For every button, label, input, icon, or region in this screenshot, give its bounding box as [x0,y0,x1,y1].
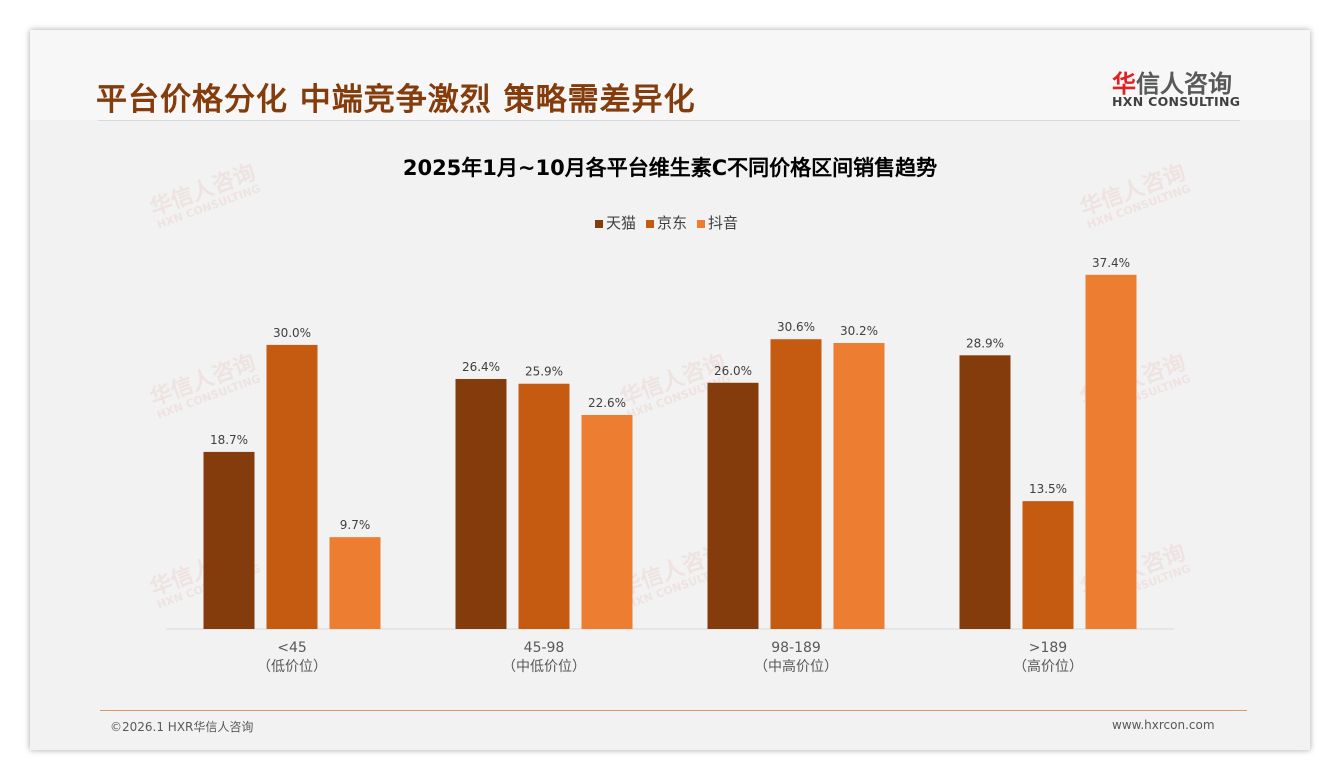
legend-item: 抖音 [697,212,738,233]
data-label: 30.0% [273,326,311,340]
page-title: 平台价格分化 中端竞争激烈 策略需差异化 [96,82,696,118]
bar-抖音 [833,343,885,629]
x-tick-label: 98-189 [771,640,821,656]
x-tick-label: <45 [277,640,307,656]
legend-swatch [595,220,603,228]
data-label: 30.2% [840,324,878,338]
legend-label: 天猫 [606,214,637,232]
header-band [30,30,1310,120]
x-tick-sublabel: （中低价位） [502,659,586,675]
bar-天猫 [959,355,1011,629]
data-label: 26.4% [462,360,500,374]
data-label: 28.9% [966,336,1004,350]
logo: 华信人咨询 [1112,70,1232,98]
x-tick-sublabel: （低价位） [257,659,327,675]
bar-抖音 [581,414,633,629]
x-tick-sublabel: （高价位） [1013,658,1083,675]
chart-title: 2025年1月~10月各平台维生素C不同价格区间销售趋势 [402,156,938,180]
bar-天猫 [455,378,507,629]
legend-swatch [646,220,655,228]
x-tick-sublabel: （中高价位） [754,658,838,675]
bar-京东 [770,339,822,629]
bar-京东 [1022,501,1074,629]
footer-copyright: ©2026.1 HXR华信人咨询 [110,720,254,734]
legend-label: 抖音 [708,214,739,232]
logo-subtitle: HXN CONSULTING [1112,94,1241,109]
footer-url: www.hxrcon.com [1112,718,1215,732]
bar-chart: 18.7% 30.0% 9.7% <45 （低价位） 26.4% 25.9% 22.6% 45-… [166,256,1174,675]
legend-item: 京东 [646,212,687,233]
x-tick-label: 45-98 [524,640,565,656]
data-label: 18.7% [210,433,248,447]
data-label: 30.6% [777,320,815,334]
data-label: 9.7% [340,518,371,532]
bar-抖音 [1085,274,1137,629]
legend-label: 京东 [657,214,688,232]
legend-swatch [697,220,706,228]
data-label: 26.0% [714,364,752,378]
data-label: 25.9% [525,365,563,379]
footer-divider [100,710,1247,711]
data-label: 37.4% [1092,256,1130,270]
bar-抖音 [329,537,381,629]
x-tick-label: >189 [1029,640,1067,656]
bar-京东 [518,383,570,629]
legend-item: 天猫 [595,212,636,233]
data-label: 13.5% [1029,482,1067,496]
data-label: 22.6% [588,396,626,410]
bar-天猫 [203,451,255,629]
chart-legend: 天猫 京东 抖音 [595,212,738,233]
slide: 平台价格分化 中端竞争激烈 策略需差异化 华信人咨询 HXN CONSULTIN… [30,30,1310,750]
bar-京东 [266,344,318,629]
divider [98,120,1240,121]
bar-天猫 [707,382,759,629]
